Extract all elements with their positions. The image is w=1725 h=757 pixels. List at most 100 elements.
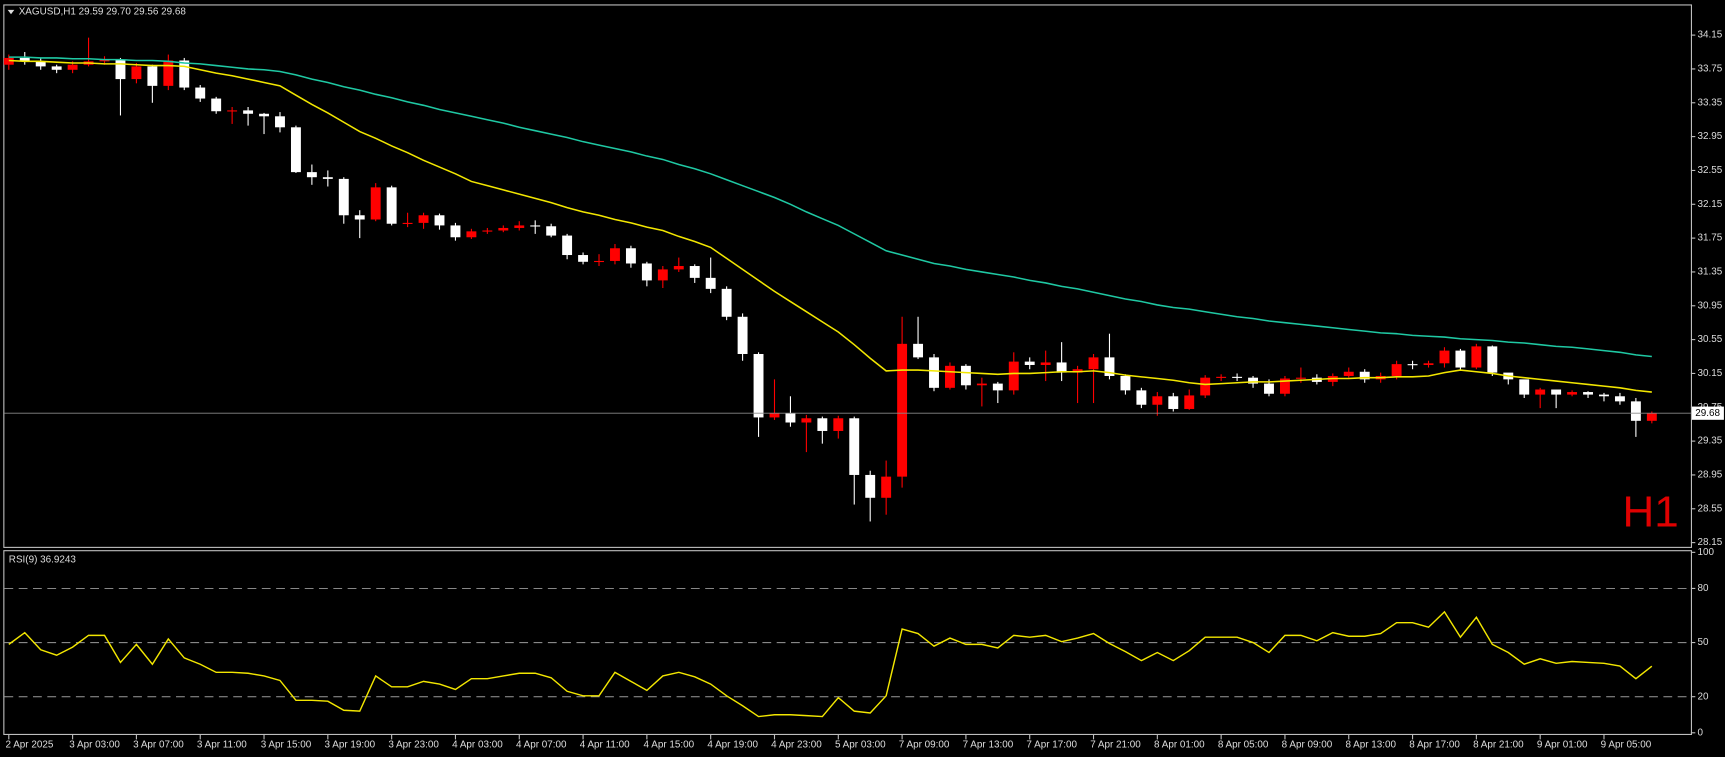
candle-body (1088, 357, 1099, 370)
candle-body (785, 413, 796, 423)
x-tick-label: 8 Apr 17:00 (1409, 740, 1460, 751)
y-tick-label: 32.15 (1697, 199, 1722, 210)
moving-average (8, 59, 1652, 393)
x-tick-label: 8 Apr 13:00 (1345, 740, 1396, 751)
candle-body (1168, 396, 1179, 409)
x-tick-label: 8 Apr 21:00 (1473, 740, 1524, 751)
candle-body (897, 343, 908, 477)
candle-body (1567, 392, 1578, 395)
y-tick-label: 30.95 (1697, 300, 1722, 311)
candle-body (450, 225, 461, 238)
candle-body (992, 383, 1003, 391)
candle-body (370, 187, 381, 220)
y-tick-label: 30.15 (1697, 368, 1722, 379)
candle-body (1232, 376, 1243, 378)
candle-body (131, 66, 142, 80)
candle-body (259, 113, 269, 117)
candle-body (1216, 376, 1227, 378)
candle-body (179, 60, 190, 88)
y-tick-label: 29.35 (1697, 436, 1722, 447)
x-tick-label: 4 Apr 19:00 (707, 740, 758, 751)
candle-body (195, 87, 206, 99)
candle-body (1120, 375, 1131, 391)
x-tick-label: 4 Apr 07:00 (516, 740, 567, 751)
candle-body (929, 357, 939, 388)
candle-body (275, 116, 285, 128)
x-tick-label: 9 Apr 05:00 (1601, 740, 1652, 751)
candle-body (689, 266, 700, 278)
candle-body (753, 353, 764, 418)
x-tick-label: 8 Apr 09:00 (1282, 740, 1333, 751)
menu-triangle[interactable] (7, 9, 15, 15)
candle-body (466, 231, 477, 238)
x-tick-label: 4 Apr 23:00 (771, 740, 822, 751)
candle-body (721, 288, 732, 317)
x-tick-label: 3 Apr 19:00 (325, 740, 376, 751)
candle-body (1008, 361, 1019, 391)
candle-body (290, 127, 301, 173)
y-tick-label: 32.95 (1697, 131, 1722, 142)
x-tick-label: 7 Apr 09:00 (899, 740, 950, 751)
candle-body (1630, 401, 1641, 421)
x-tick-label: 8 Apr 05:00 (1218, 740, 1269, 751)
last-price-label: 29.68 (1695, 408, 1720, 419)
y-tick-label: 28.55 (1697, 503, 1722, 514)
x-tick-label: 4 Apr 03:00 (452, 740, 503, 751)
y-tick-label: 30.55 (1697, 334, 1722, 345)
candle-body (673, 266, 684, 270)
candle-body (1248, 377, 1258, 384)
candle-body (99, 59, 110, 62)
candle-body (610, 248, 620, 261)
y-tick-label: 80 (1697, 583, 1708, 594)
candle-body (418, 215, 429, 223)
candle-body (976, 383, 987, 386)
candle-body (1279, 378, 1290, 394)
candle-body (1264, 383, 1274, 394)
candle-body (625, 248, 636, 264)
candle-body (1583, 392, 1593, 395)
candle-body (498, 227, 509, 231)
candle-body (1359, 371, 1370, 380)
candle-body (1152, 396, 1163, 405)
candle-body (3, 57, 14, 65)
candle-body (817, 418, 828, 431)
candle-body (1072, 369, 1083, 373)
candle-body (641, 263, 652, 281)
candle-body (1407, 364, 1418, 366)
x-tick-label: 2 Apr 2025 (6, 740, 54, 751)
x-tick-label: 3 Apr 15:00 (261, 740, 312, 751)
candle-body (67, 64, 78, 70)
candle-body (1519, 379, 1530, 395)
y-tick-label: 0 (1697, 727, 1703, 738)
candle-body (1136, 390, 1147, 405)
y-tick-label: 31.75 (1697, 233, 1722, 244)
plot-layer (3, 37, 1691, 718)
candle-body (705, 277, 716, 289)
timeframe-label: H1 (1623, 488, 1679, 537)
candle-body (960, 365, 971, 386)
candle-body (657, 269, 668, 281)
x-tick-label: 3 Apr 23:00 (388, 740, 439, 751)
y-tick-label: 28.15 (1697, 537, 1722, 548)
candle-body (1455, 350, 1466, 368)
candle-body (1184, 395, 1195, 409)
candle-body (1391, 364, 1402, 376)
chart-header: XAGUSD,H1 29.59 29.70 29.56 29.68 (19, 7, 187, 18)
candle-body (163, 60, 174, 86)
candle-body (562, 235, 573, 256)
x-tick-label: 5 Apr 03:00 (835, 740, 886, 751)
x-tick-label: 7 Apr 21:00 (1090, 740, 1141, 751)
candle-body (1599, 394, 1609, 397)
candle-body (243, 110, 254, 114)
y-tick-label: 33.75 (1697, 64, 1722, 75)
candle-body (769, 413, 780, 418)
candle-body (1487, 346, 1498, 373)
candle-body (1614, 396, 1625, 402)
main-panel (3, 4, 1692, 548)
candle-body (51, 66, 62, 70)
x-tick-label: 3 Apr 07:00 (133, 740, 184, 751)
candle-body (322, 177, 333, 179)
